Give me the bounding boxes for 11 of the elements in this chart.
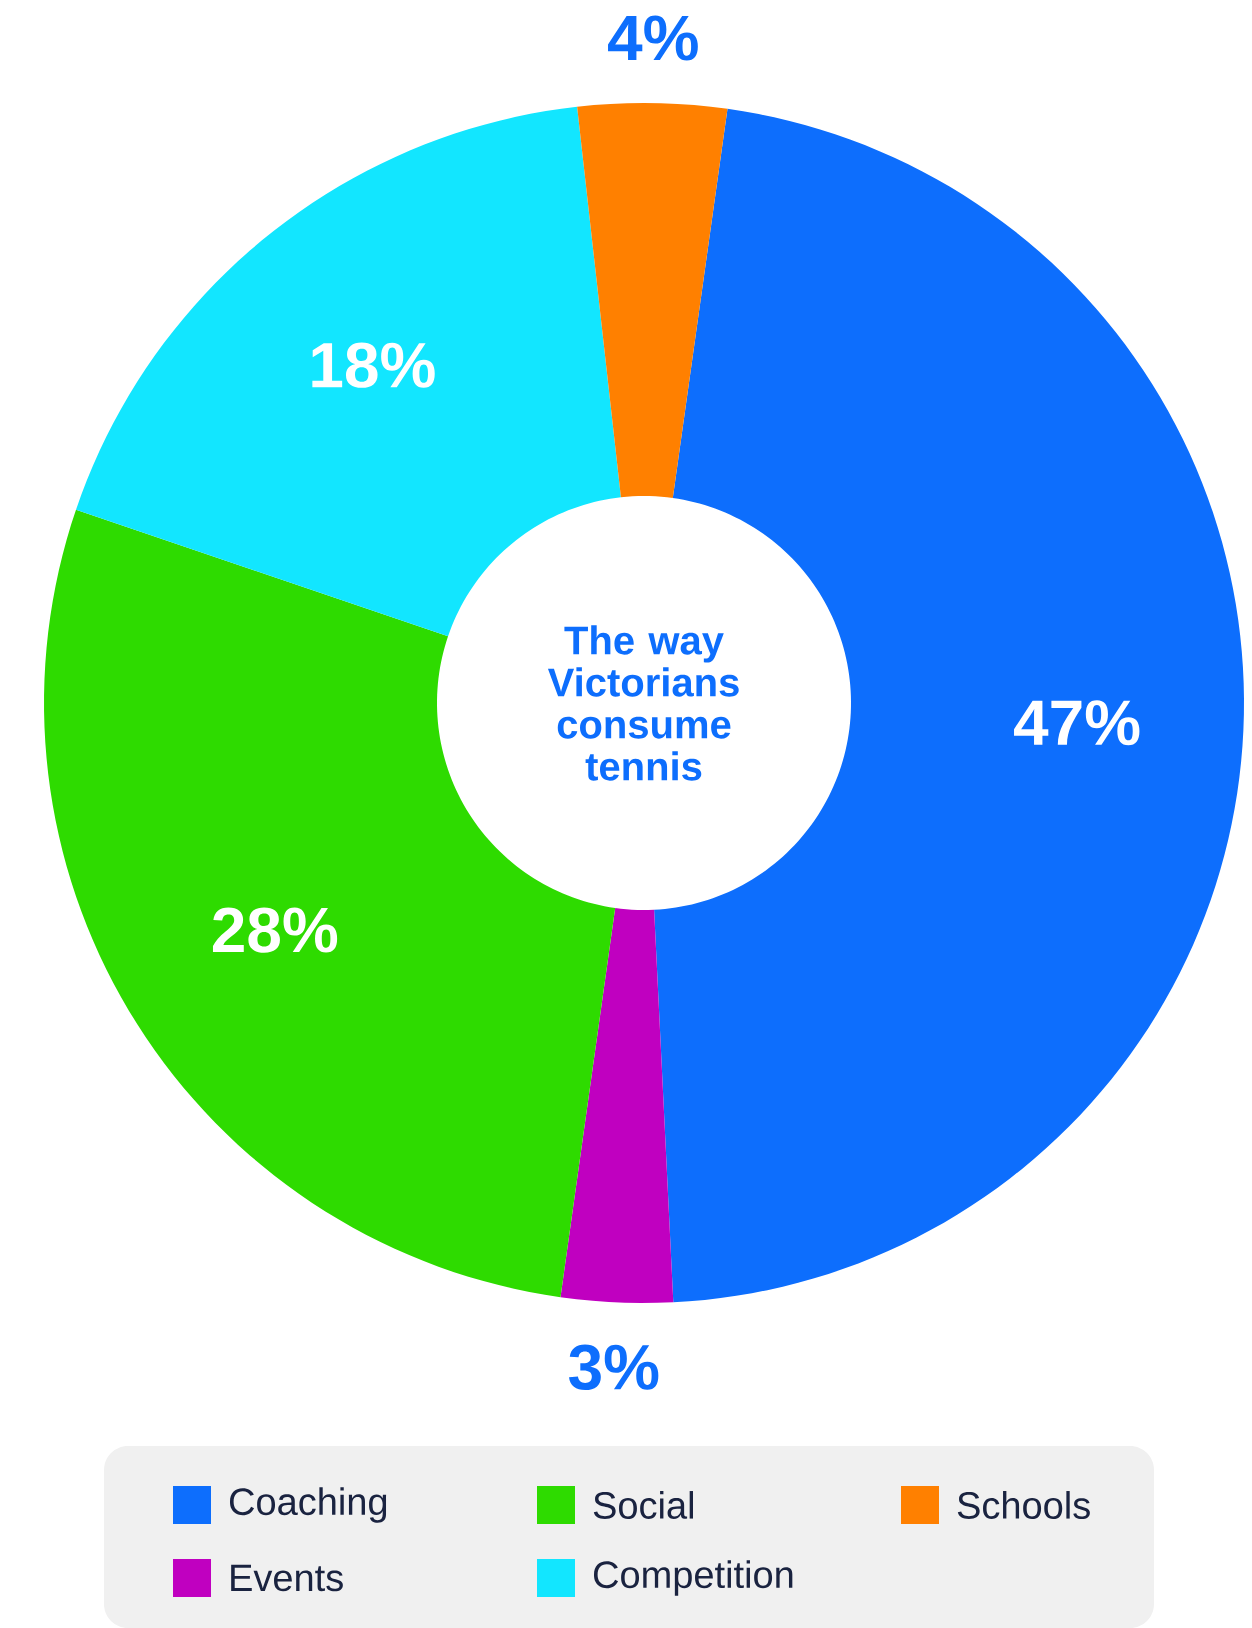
data-label: 18% (312, 342, 435, 388)
legend-label: Coaching (229, 1487, 387, 1523)
data-label: 47% (1014, 700, 1140, 746)
legend-label: Schools (957, 1491, 1090, 1519)
data-label: 3% (569, 1344, 659, 1390)
data-label: 4% (608, 15, 698, 61)
legend-label: Competition (593, 1560, 793, 1596)
legend-label: Social (593, 1491, 693, 1519)
legend-label: Events (231, 1564, 343, 1592)
text: The way Victorians consume tennis (547, 625, 739, 781)
data-label: 28% (212, 907, 338, 953)
